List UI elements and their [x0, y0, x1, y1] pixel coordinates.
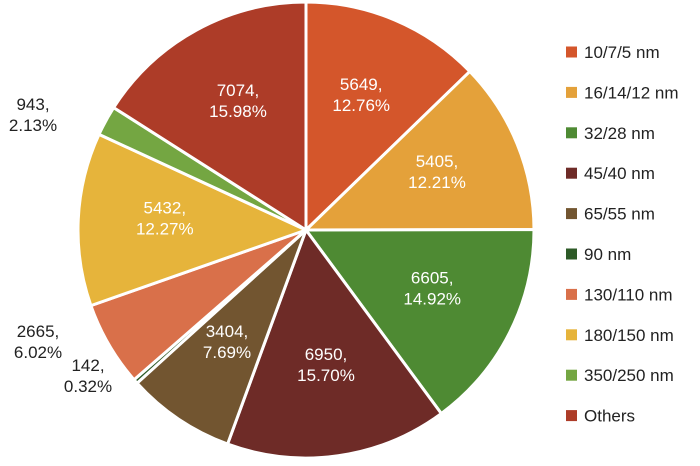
legend-label: Others [584, 407, 635, 426]
pie-slice-10 [112, 0, 308, 232]
legend-label: 32/28 nm [584, 124, 655, 143]
slice-label-value: 5405, [416, 152, 459, 171]
pie-slice-8 [76, 132, 308, 308]
legend-label: 130/110 nm [584, 285, 673, 304]
slice-label: 2665, 6.02% [14, 322, 62, 362]
slice-label-value: 6950, [305, 345, 348, 364]
slice-labels: 5649, 12.76% 5405, 12.21% 6605, 14.92% 6950, 15… [9, 75, 466, 396]
pie-slice-1 [304, 0, 472, 232]
legend-item: Others [566, 407, 635, 426]
slice-label-percent: 12.76% [332, 96, 390, 115]
slice-label: 3404, 7.69% [203, 322, 251, 362]
legend-swatch [566, 167, 577, 179]
slice-label: 6605, 14.92% [403, 269, 461, 309]
legend-item: 16/14/12 nm [566, 83, 679, 102]
slice-label-value: 7074, [217, 81, 260, 100]
slice-label-value: 3404, [206, 322, 249, 341]
legend-item: 180/150 nm [566, 326, 674, 345]
slice-label-value: 5432, [144, 198, 187, 217]
slice-label: 6950, 15.70% [297, 345, 355, 385]
slice-label-percent: 12.21% [408, 173, 466, 192]
slice-label-value: 142, [71, 356, 104, 375]
slice-label: 142, 0.32% [64, 356, 112, 396]
pie-slices [76, 0, 536, 460]
legend-swatch [566, 329, 577, 341]
slice-label-percent: 2.13% [9, 116, 57, 135]
pie-slice-3 [304, 228, 536, 416]
legend-label: 45/40 nm [584, 164, 655, 183]
legend-item: 130/110 nm [566, 285, 673, 304]
pie-slice-4 [226, 228, 443, 460]
legend-swatch [566, 288, 577, 300]
legend-swatch [566, 369, 577, 381]
legend-label: 180/150 nm [584, 326, 674, 345]
slice-label: 7074, 15.98% [209, 81, 267, 121]
slice-label: 5432, 12.27% [136, 198, 194, 238]
slice-label-value: 2665, [17, 322, 60, 341]
legend-swatch [566, 46, 577, 58]
legend-item: 65/55 nm [566, 205, 655, 224]
slice-label-percent: 15.98% [209, 102, 267, 121]
legend-swatch [566, 86, 577, 98]
slice-label-percent: 7.69% [203, 343, 251, 362]
slice-label: 5405, 12.21% [408, 152, 466, 192]
legend-label: 350/250 nm [584, 366, 674, 385]
slice-label-value: 943, [16, 95, 49, 114]
legend: 10/7/5 nm 16/14/12 nm 32/28 nm 45/40 nm 65/5… [566, 43, 679, 426]
slice-label: 943, 2.13% [9, 95, 57, 135]
legend-label: 10/7/5 nm [584, 43, 660, 62]
legend-swatch [566, 410, 577, 422]
legend-swatch [566, 208, 577, 220]
legend-label: 65/55 nm [584, 205, 655, 224]
slice-label-value: 6605, [411, 269, 454, 288]
slice-label-percent: 12.27% [136, 219, 194, 238]
legend-item: 32/28 nm [566, 124, 655, 143]
slice-label-percent: 0.32% [64, 377, 112, 396]
legend-swatch [566, 248, 577, 260]
legend-item: 45/40 nm [566, 164, 655, 183]
slice-label-percent: 14.92% [403, 290, 461, 309]
slice-label-percent: 6.02% [14, 343, 62, 362]
slice-label-percent: 15.70% [297, 366, 355, 385]
pie-slice-5 [135, 228, 308, 446]
legend-label: 16/14/12 nm [584, 83, 679, 102]
legend-label: 90 nm [584, 245, 631, 264]
legend-item: 350/250 nm [566, 366, 674, 385]
slice-label: 5649, 12.76% [332, 75, 390, 115]
pie-slice-2 [304, 69, 536, 232]
slice-label-value: 5649, [340, 75, 383, 94]
legend-item: 90 nm [566, 245, 631, 264]
legend-swatch [566, 127, 577, 139]
legend-item: 10/7/5 nm [566, 43, 660, 62]
